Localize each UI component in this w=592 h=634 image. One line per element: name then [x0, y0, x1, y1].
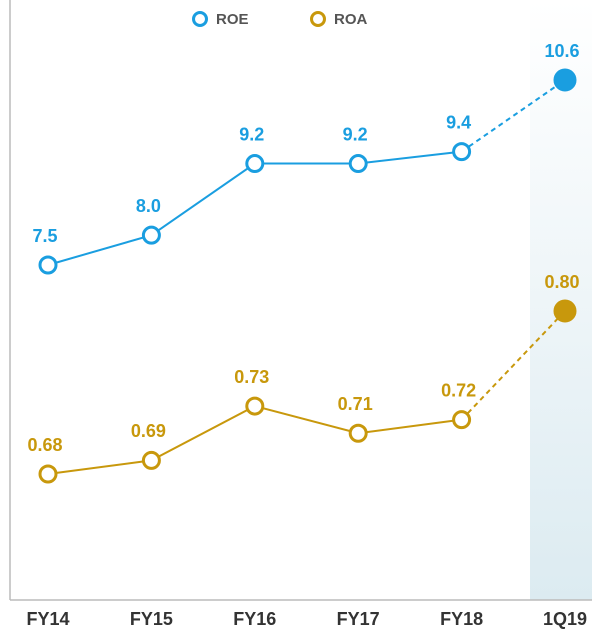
series-line-projected: [460, 310, 566, 421]
x-tick-label: FY17: [337, 609, 380, 629]
data-point: [245, 154, 265, 174]
data-point: [452, 410, 472, 430]
legend-label: ROE: [216, 11, 249, 28]
x-tick-label: 1Q19: [543, 609, 587, 629]
data-label: 9.4: [446, 112, 471, 132]
data-label: 0.73: [234, 367, 269, 387]
data-label: 0.69: [131, 421, 166, 441]
data-label: 0.80: [544, 272, 579, 292]
x-tick-label: FY15: [130, 609, 173, 629]
data-point: [38, 464, 58, 484]
data-point: [553, 68, 577, 92]
series-line-projected: [461, 79, 566, 153]
x-tick-label: FY18: [440, 609, 483, 629]
series-line: [47, 405, 462, 475]
data-point: [348, 423, 368, 443]
data-point: [141, 450, 161, 470]
data-label: 8.0: [136, 196, 161, 216]
data-point: [141, 225, 161, 245]
x-tick-label: FY16: [233, 609, 276, 629]
data-label: 7.5: [32, 226, 57, 246]
data-point: [38, 255, 58, 275]
legend-marker: [310, 11, 326, 27]
data-label: 0.68: [27, 435, 62, 455]
legend-label: ROA: [334, 11, 368, 28]
data-point: [245, 396, 265, 416]
highlight-column: [530, 0, 592, 600]
data-point: [452, 142, 472, 162]
x-tick-label: FY14: [26, 609, 69, 629]
legend-marker: [192, 11, 208, 27]
data-label: 9.2: [239, 124, 264, 144]
data-label: 10.6: [544, 41, 579, 61]
data-label: 0.71: [338, 394, 373, 414]
data-point: [348, 154, 368, 174]
data-label: 0.72: [441, 380, 476, 400]
data-point: [553, 299, 577, 323]
data-label: 9.2: [343, 124, 368, 144]
